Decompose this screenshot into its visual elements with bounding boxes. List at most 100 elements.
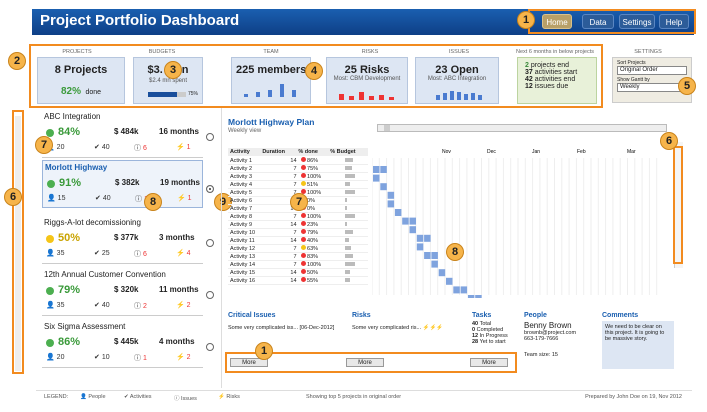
comments-section: Comments We need to be clear on this pro…	[602, 312, 674, 369]
callout-2: 2	[8, 52, 26, 70]
gantt-bar	[424, 252, 431, 259]
kpi-projects-pct: 82%	[60, 86, 81, 97]
gantt-hscroll[interactable]	[377, 124, 667, 132]
activity-duration: 7	[280, 228, 299, 238]
people-section: People Benny Brown brownb@project.com 66…	[524, 312, 594, 358]
project-card[interactable]: Riggs-A-lot decomissioning 50% $ 377k 3 …	[42, 216, 203, 264]
activity-name: Activity 11	[228, 236, 281, 246]
legend-label: LEGEND:	[44, 394, 69, 400]
project-card[interactable]: ABC Integration 84% $ 484k 16 months 👤 2…	[42, 110, 203, 158]
select-radio[interactable]	[206, 239, 214, 247]
nav-data[interactable]: Data	[582, 14, 614, 29]
activity-status: 83%	[298, 252, 343, 262]
kpi-issues-value: 23 Open	[435, 64, 479, 76]
kpi-projects-head: PROJECTS	[62, 49, 92, 55]
status-dot	[47, 180, 55, 188]
select-radio[interactable]	[206, 343, 214, 351]
activity-pct: 100%	[307, 262, 322, 269]
next-issues-due-n: 12	[525, 83, 533, 90]
activity-name: Activity 14	[228, 260, 281, 270]
activity-status: 100%	[298, 260, 343, 270]
activity-status: 55%	[298, 276, 343, 286]
person-phone: 663-179-7666	[524, 336, 559, 342]
tasks-yet: Yet to start	[479, 339, 506, 345]
activity-row: Activity 14 7 100%	[228, 260, 368, 270]
nav-help[interactable]: Help	[659, 14, 689, 29]
project-budget: $ 320k	[114, 285, 139, 294]
highlight-nav	[528, 9, 696, 34]
activity-budget-bar	[342, 236, 368, 246]
project-card[interactable]: Six Sigma Assessment 86% $ 445k 4 months…	[42, 320, 203, 368]
legend-risks: Risks	[226, 394, 240, 400]
nav-home[interactable]: Home	[542, 14, 572, 29]
next-projects-end: projects end	[530, 62, 569, 69]
select-radio[interactable]	[206, 133, 214, 141]
highlight-more	[225, 352, 517, 373]
activity-pct: 50%	[307, 270, 319, 277]
people-count: 35	[56, 250, 65, 257]
gantt-bar	[409, 217, 416, 225]
legend-acts: Activities	[129, 394, 152, 400]
activity-name: Activity 10	[228, 228, 281, 238]
gantt-hscroll-thumb[interactable]	[384, 125, 390, 131]
critical-more-button[interactable]: More	[230, 358, 268, 367]
footer: LEGEND: 👤 People ✔ Activities ⓘ Issues ⚡…	[36, 390, 692, 402]
kpi-team: 225 members	[231, 57, 311, 104]
activity-name: Activity 5	[228, 188, 281, 198]
people-count: 20	[56, 354, 65, 361]
activity-pct: 0%	[307, 206, 315, 213]
sort-value: Original Order	[620, 67, 658, 73]
project-card[interactable]: 12th Annual Customer Convention 79% $ 32…	[42, 268, 203, 316]
activity-duration: 14	[280, 268, 299, 278]
select-radio-checked[interactable]	[206, 185, 214, 193]
project-months: 16 months	[159, 127, 200, 136]
activity-pct: 51%	[307, 182, 319, 189]
tasks-yet-n: 28	[472, 339, 479, 345]
acts-count: 40	[101, 144, 110, 151]
gantt-month: Nov	[442, 149, 451, 155]
tasks-more-button[interactable]: More	[470, 358, 508, 367]
col-duration: Duration	[260, 148, 297, 157]
issues-count: 6	[142, 145, 147, 152]
activity-duration: 7	[280, 188, 299, 198]
gantt-bar	[446, 277, 453, 285]
kpi-next-head: Next 6 months in below projects	[516, 49, 594, 55]
activity-budget-bar	[342, 172, 368, 182]
nav-settings[interactable]: Settings	[619, 14, 655, 29]
callout-8b: 8	[446, 243, 464, 261]
col-activity: Activity	[228, 148, 261, 157]
activity-pct: 23%	[307, 222, 319, 229]
project-card-selected[interactable]: Morlott Highway 91% $ 382k 19 months 👤 1…	[42, 160, 203, 208]
activity-pct: 40%	[307, 238, 319, 245]
people-title: People	[524, 312, 547, 319]
gantt-bar	[387, 200, 395, 208]
tasks-total: Total	[479, 321, 492, 327]
risks-section: Risks Some very complicated ris... ⚡⚡⚡	[352, 312, 462, 331]
plan-title: Morlott Highway Plan	[228, 117, 315, 127]
person-name: Benny Brown	[524, 321, 572, 330]
kpi-projects-value: 8 Projects	[54, 64, 108, 76]
gantt-select[interactable]: Weekly	[617, 83, 687, 92]
kpi-risks-head: RISKS	[361, 49, 379, 55]
activity-status: 51%	[298, 180, 343, 190]
risks-more-button[interactable]: More	[346, 358, 384, 367]
gantt-bar	[402, 217, 409, 225]
projects-scrollbar[interactable]	[15, 116, 21, 371]
activity-duration: 7	[280, 212, 299, 222]
col-done: % done	[296, 148, 329, 157]
select-radio[interactable]	[206, 291, 214, 299]
project-name: Six Sigma Assessment	[44, 322, 126, 331]
activity-duration: 7	[280, 244, 299, 254]
kpi-budgets-pct: 75%	[188, 91, 199, 97]
activity-duration: 14	[280, 276, 299, 286]
tasks-completed-n: 0	[472, 327, 476, 333]
activity-name: Activity 2	[228, 164, 281, 174]
activity-duration: 14	[280, 220, 299, 230]
kpi-projects-done: done	[85, 89, 102, 96]
sort-select[interactable]: Original Order	[617, 66, 687, 75]
critical-text: Some very complicated iss...	[228, 325, 298, 331]
